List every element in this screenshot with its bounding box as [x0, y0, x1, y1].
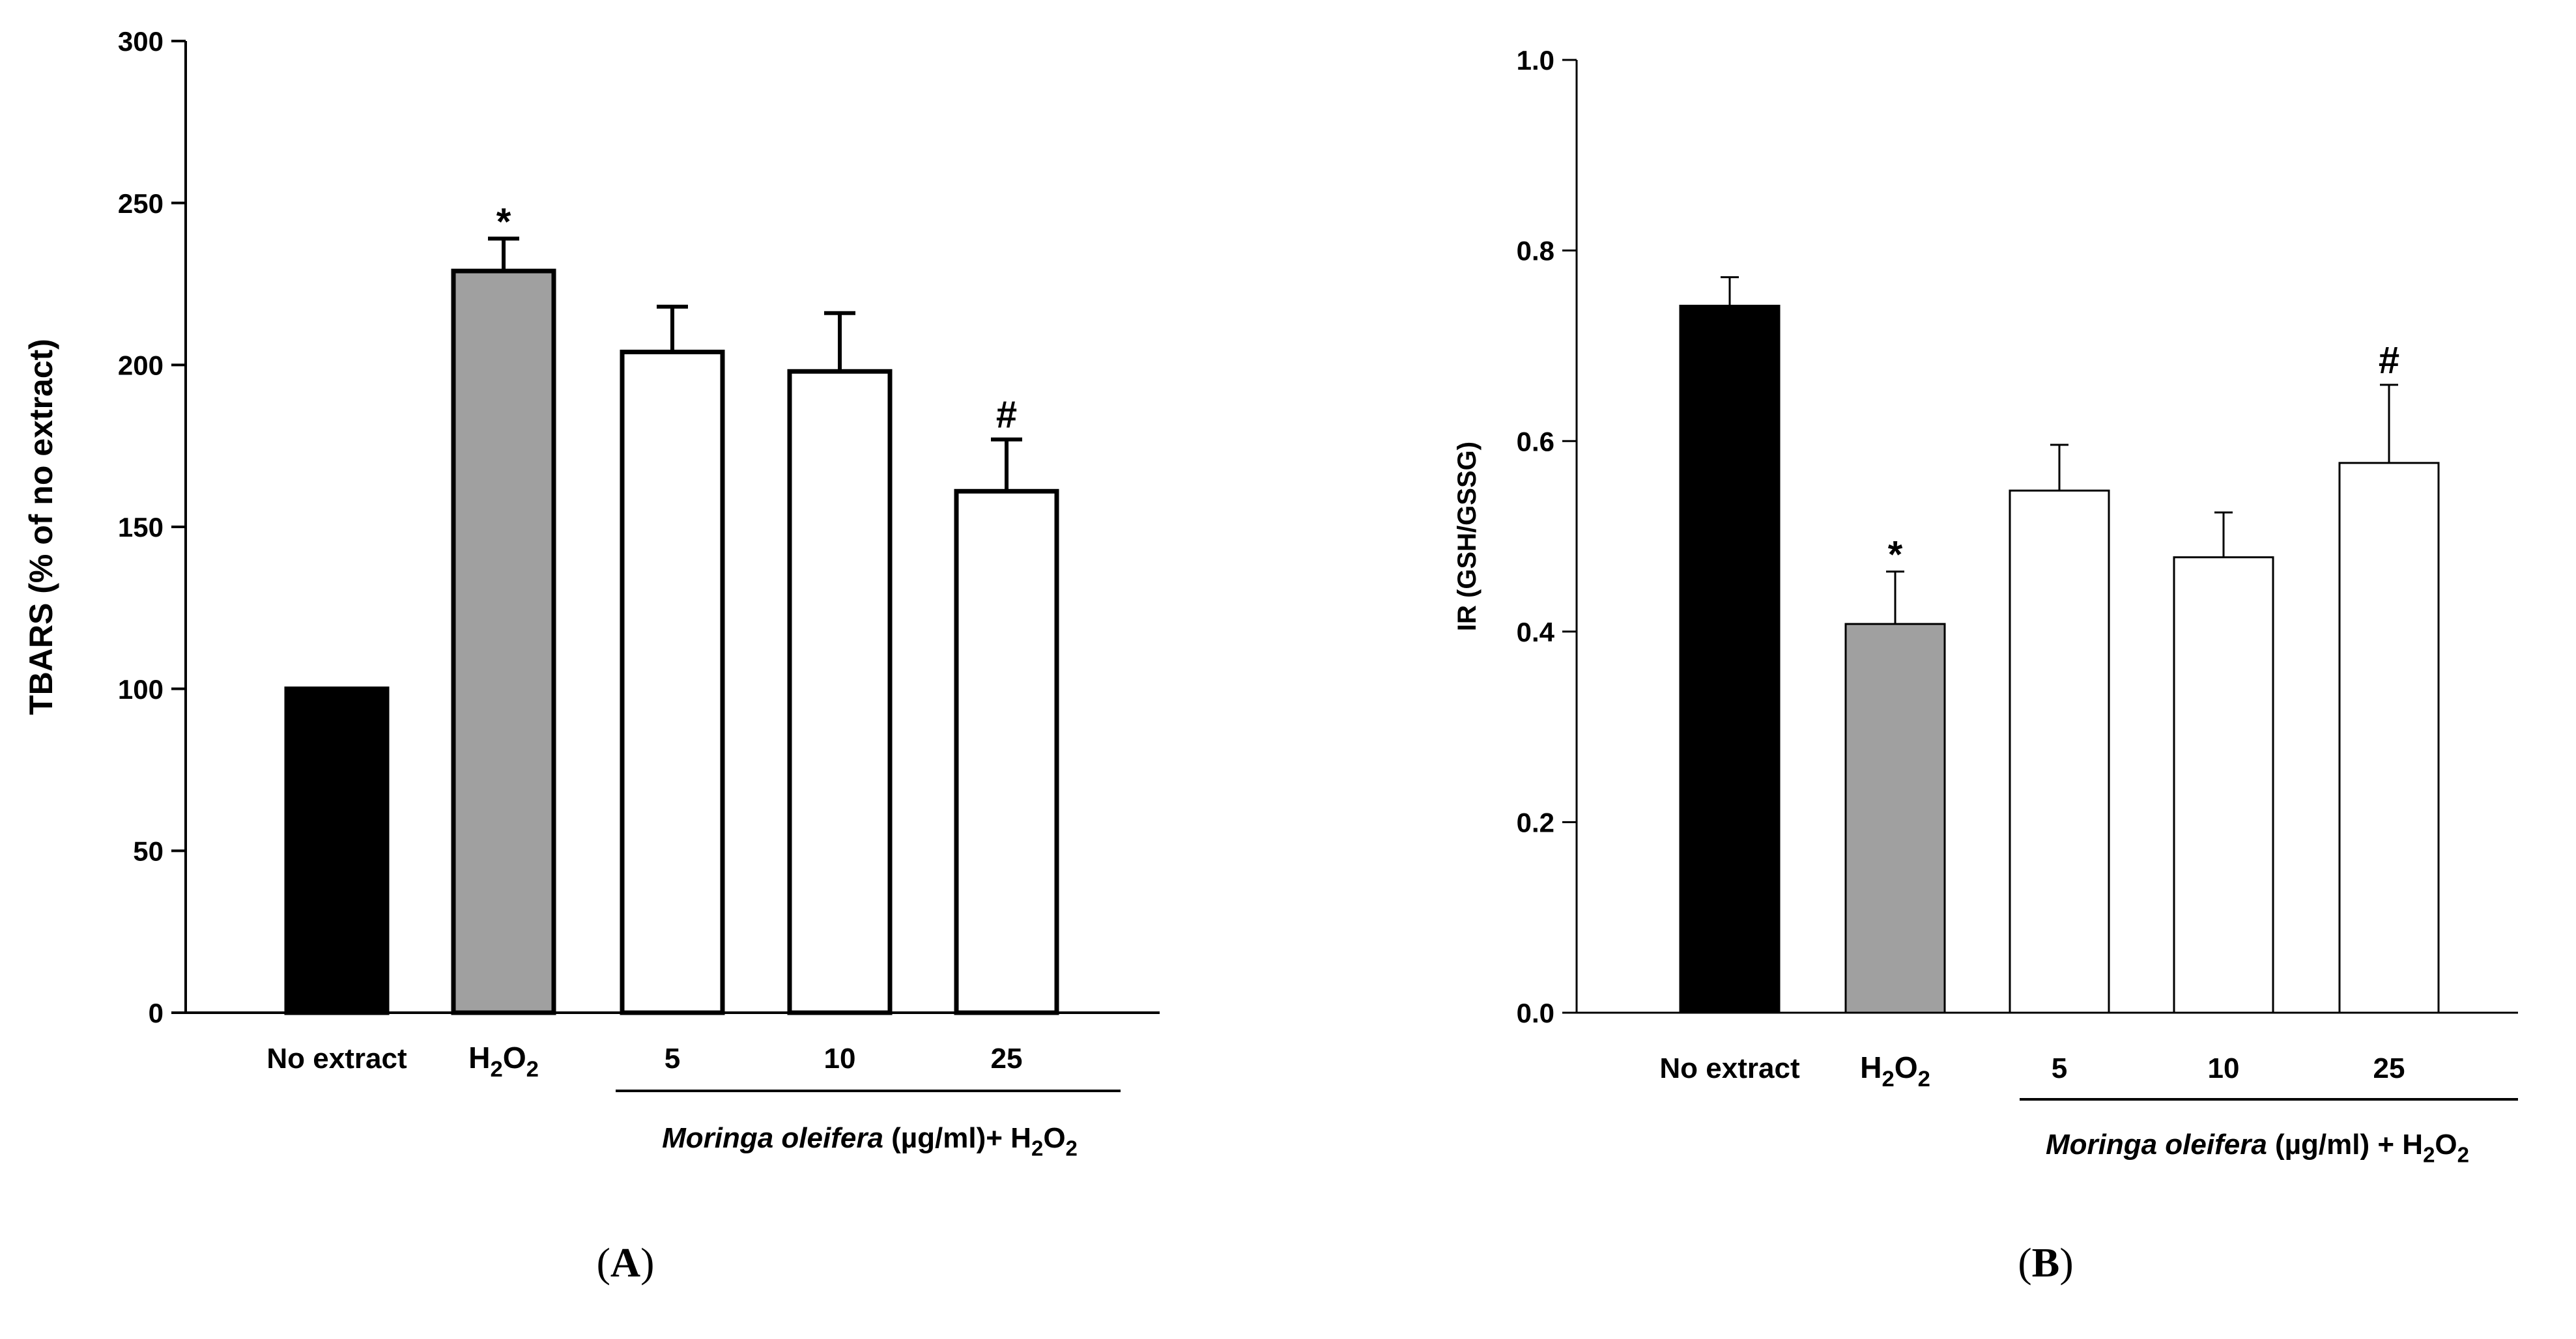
y-tick-label: 0	[149, 998, 164, 1028]
panel-b-chart: 0.0 0.2 0.4 0.6 0.8 1.0 IR (GSH/GSSG) No extrac…	[1453, 45, 2518, 1286]
bar	[2009, 489, 2110, 1014]
bar	[787, 369, 893, 1015]
significance-asterisk: *	[1888, 534, 1903, 576]
bar	[451, 268, 556, 1015]
y-tick-label: 50	[133, 836, 164, 866]
x-tick-label: No extract	[1659, 1052, 1800, 1084]
bar	[1679, 304, 1781, 1014]
x-tick-label: 10	[2208, 1052, 2240, 1084]
group-label: Moringa oleifera (µg/ml) + H2O2	[2046, 1129, 2469, 1166]
y-tick-label: 0.6	[1517, 426, 1554, 457]
x-tick-label: H2O2	[1860, 1050, 1930, 1092]
bar	[2338, 462, 2440, 1014]
x-tick-label: H2O2	[468, 1041, 539, 1082]
bar	[620, 349, 725, 1015]
panel-label: (A)	[597, 1239, 655, 1286]
panel-a-chart: 0 50 100 150 200 250 300 TBARS (% of no extract…	[23, 26, 1160, 1286]
panel-label: (B)	[2018, 1239, 2073, 1286]
bar	[1844, 623, 1946, 1014]
y-tick-label: 0.4	[1517, 617, 1555, 647]
significance-hash: #	[2379, 339, 2399, 382]
x-tick-label: 5	[2052, 1052, 2067, 1084]
y-tick-label: 100	[118, 674, 164, 705]
bar	[954, 488, 1059, 1015]
y-axis-label: IR (GSH/GSSG)	[1453, 442, 1481, 631]
y-tick-label: 200	[118, 350, 164, 380]
x-tick-label: 25	[2373, 1052, 2405, 1084]
x-tick-label: No extract	[266, 1043, 407, 1075]
group-label: Moringa oleifera (µg/ml)+ H2O2	[662, 1122, 1078, 1160]
bar	[2173, 556, 2274, 1014]
significance-asterisk: *	[496, 201, 511, 243]
y-tick-label: 0.8	[1517, 236, 1554, 266]
x-tick-label: 25	[991, 1043, 1023, 1075]
x-tick-label: 5	[665, 1043, 680, 1075]
y-tick-label: 0.0	[1517, 998, 1554, 1028]
y-tick-label: 0.2	[1517, 808, 1554, 838]
y-tick-label: 250	[118, 188, 164, 219]
y-tick-label: 1.0	[1517, 45, 1554, 76]
x-tick-label: 10	[824, 1043, 856, 1075]
y-axis-label: TBARS (% of no extract)	[23, 339, 59, 715]
significance-hash: #	[996, 394, 1017, 436]
bar	[284, 686, 390, 1015]
y-tick-label: 300	[118, 26, 164, 57]
y-tick-label: 150	[118, 512, 164, 543]
